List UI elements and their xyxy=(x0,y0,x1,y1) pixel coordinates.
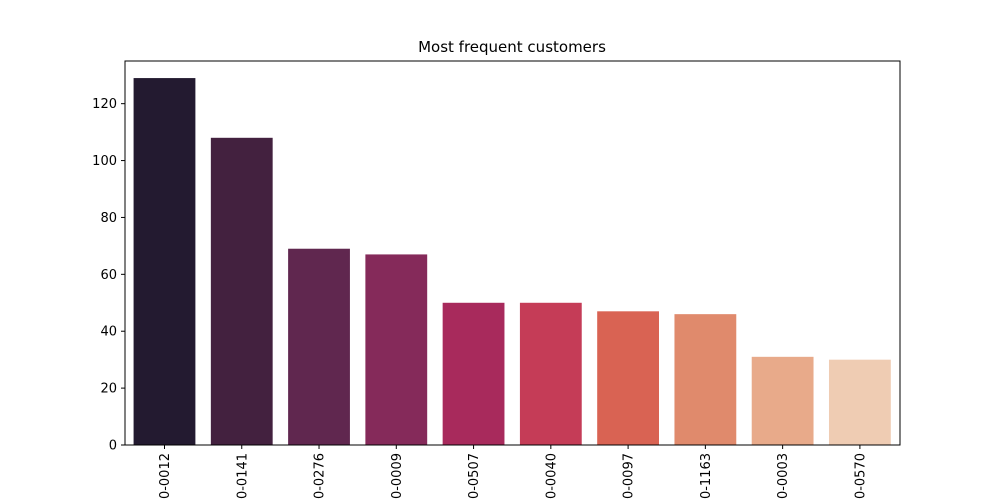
x-tick-label: 0-0507 xyxy=(467,453,482,499)
bar-0-0009 xyxy=(365,254,428,445)
bar-0-0003 xyxy=(751,356,814,445)
y-tick-label: 20 xyxy=(100,382,117,397)
x-axis: 0-0012 0-0141 0-0276 0-0009 0-0507 0-0040 0-00… xyxy=(158,445,868,499)
bar-0-0040 xyxy=(519,302,582,445)
bar-0-0276 xyxy=(288,248,350,445)
bar-0-1163 xyxy=(674,314,737,445)
y-tick-label: 60 xyxy=(100,268,117,283)
bar-0-0097 xyxy=(597,311,659,445)
y-tick-label: 0 xyxy=(109,439,117,454)
x-tick-label: 0-0003 xyxy=(776,453,791,499)
x-tick-label: 0-0040 xyxy=(544,453,559,499)
y-tick-label: 120 xyxy=(92,97,117,112)
x-tick-label: 0-1163 xyxy=(699,453,714,499)
x-tick-label: 0-0570 xyxy=(853,453,868,499)
bar-0-0570 xyxy=(828,359,891,445)
bar-0-0507 xyxy=(442,302,505,445)
x-tick-label: 0-0141 xyxy=(235,453,250,499)
chart-title: Most frequent customers xyxy=(418,38,606,56)
y-axis: 0 20 40 60 80 100 120 xyxy=(92,97,125,454)
y-tick-label: 80 xyxy=(100,211,117,226)
x-tick-label: 0-0276 xyxy=(313,453,328,499)
x-tick-label: 0-0012 xyxy=(158,453,173,499)
bar-0-0012 xyxy=(133,78,196,445)
y-tick-label: 40 xyxy=(100,325,117,340)
bar-0-0141 xyxy=(210,137,273,446)
plot-frame xyxy=(124,60,901,446)
x-tick-label: 0-0009 xyxy=(390,453,405,499)
y-tick-label: 100 xyxy=(92,154,117,169)
bars-layer xyxy=(133,78,891,446)
x-tick-label: 0-0097 xyxy=(622,453,637,499)
